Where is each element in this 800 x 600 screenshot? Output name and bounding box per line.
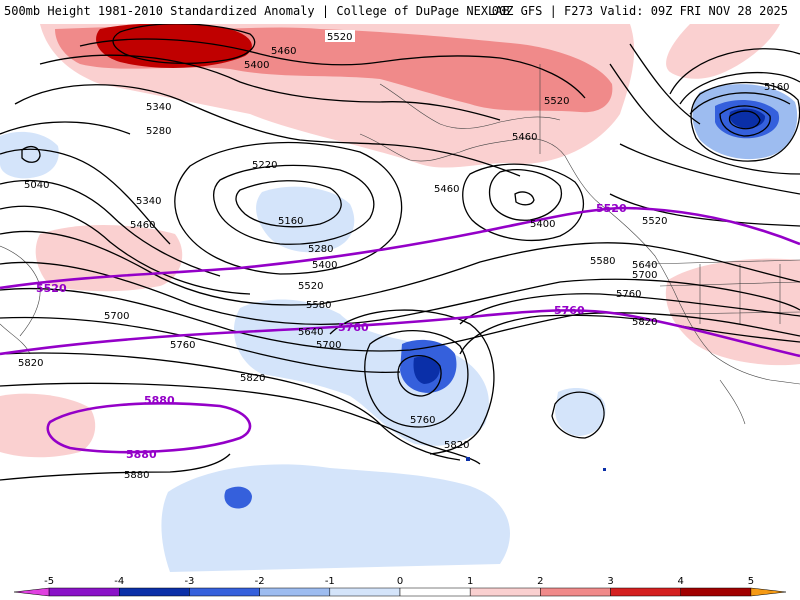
height-contours (0, 24, 800, 481)
contour-label: 5160 (764, 82, 789, 93)
contour-label: 5760 (410, 415, 435, 426)
colorbar-bin (680, 587, 752, 597)
contour-label: 5460 (512, 132, 537, 143)
negative-anomaly-south-center (413, 356, 440, 384)
colorbar-bin (540, 587, 611, 597)
colorbar-tick-label: 4 (678, 576, 684, 587)
map-canvas: 5520 5460 5400 5520 5460 5160 5340 5280 … (0, 24, 800, 572)
contour-label: 5280 (308, 244, 333, 255)
model-run-info: 00Z GFS | F273 Valid: 09Z FRI NOV 28 202… (491, 4, 788, 18)
reference-contour-label: 5760 (554, 304, 585, 317)
colorbar-tick-label: 0 (397, 576, 403, 587)
contour-label: 5820 (18, 358, 43, 369)
contour-label: 5400 (312, 260, 337, 271)
colorbar-ticks: -5 -4 -3 -2 -1 0 1 2 3 4 5 (44, 576, 754, 587)
colorbar-bin (259, 587, 331, 597)
anomaly-shading (0, 24, 800, 572)
colorbar-tick-label: -2 (255, 576, 265, 587)
contour-label: 5280 (146, 126, 171, 137)
contour-label: 5640 (632, 260, 657, 271)
negative-anomaly-far-south-core (224, 486, 252, 509)
contour-label: 5160 (278, 216, 303, 227)
positive-anomaly-ne (666, 24, 780, 79)
colorbar-tick-label: 5 (748, 576, 754, 587)
contour-label: 5520 (298, 281, 323, 292)
colorbar-bin (119, 587, 190, 597)
colorbar-bin (329, 587, 401, 597)
negative-anomaly-far-south (161, 464, 511, 572)
contour-label: 5700 (104, 311, 129, 322)
colorbar-tick-label: 2 (537, 576, 543, 587)
contour-label: 5040 (24, 180, 49, 191)
contour-label: 5820 (632, 317, 657, 328)
contour-label: 5760 (616, 289, 641, 300)
reference-contour-label: 5880 (126, 448, 157, 461)
negative-anomaly-se-small (555, 388, 606, 436)
point-markers (466, 457, 606, 471)
reference-contour-label: 5520 (596, 202, 627, 215)
contour-label: 5460 (130, 220, 155, 231)
contour-label: 5220 (252, 160, 277, 171)
contour-label: 5700 (316, 340, 341, 351)
contour-label: 5400 (244, 60, 269, 71)
reference-contours (0, 206, 800, 454)
contour-label: 5340 (136, 196, 161, 207)
reference-contour-labels: 5520 5520 5760 5760 5880 5880 (36, 202, 627, 461)
colorbar-bin (48, 587, 120, 597)
colorbar-bins (13, 587, 787, 597)
colorbar-tick-label: 3 (607, 576, 613, 587)
contour-label: 5340 (146, 102, 171, 113)
contour-label: 5820 (444, 440, 469, 451)
colorbar-bin (750, 587, 787, 597)
colorbar-legend: -5 -4 -3 -2 -1 0 1 2 3 4 5 (13, 576, 787, 597)
contour-label: 5580 (306, 300, 331, 311)
contour-label: 5820 (240, 373, 265, 384)
negative-anomaly-south (233, 299, 489, 446)
contour-label: 5460 (271, 46, 296, 57)
negative-anomaly-center (256, 186, 355, 253)
reference-contour-label: 5760 (338, 321, 369, 334)
contour-label: 5760 (170, 340, 195, 351)
contour-labels: 5520 5460 5400 5520 5460 5160 5340 5280 … (18, 30, 789, 481)
negative-anomaly-ne-center (729, 108, 766, 129)
colorbar-tick-label: -1 (325, 576, 335, 587)
contour-label: 5580 (590, 256, 615, 267)
contour-label: 5520 (544, 96, 569, 107)
reference-contour-label: 5520 (36, 282, 67, 295)
contour-label: 5460 (434, 184, 459, 195)
colorbar-bin (13, 587, 50, 597)
colorbar-tick-label: -4 (114, 576, 124, 587)
contour-label: 5520 (327, 32, 352, 43)
contour-label: 5880 (124, 470, 149, 481)
negative-anomaly-nw (0, 131, 59, 179)
colorbar-tick-label: -5 (44, 576, 54, 587)
colorbar-bin (610, 587, 681, 597)
reference-contour-label: 5880 (144, 394, 175, 407)
contour-label: 5700 (632, 270, 657, 281)
contour-label: 5520 (642, 216, 667, 227)
header-bar: 500mb Height 1981-2010 Standardized Anom… (0, 0, 800, 24)
contour-label: 5640 (298, 327, 323, 338)
colorbar-tick-label: 1 (467, 576, 473, 587)
contour-label: 5400 (530, 219, 555, 230)
map-title: 500mb Height 1981-2010 Standardized Anom… (4, 4, 510, 18)
colorbar-bin (399, 587, 471, 597)
colorbar-bin (189, 587, 260, 597)
colorbar-tick-label: -3 (184, 576, 194, 587)
colorbar-bin (469, 587, 541, 597)
